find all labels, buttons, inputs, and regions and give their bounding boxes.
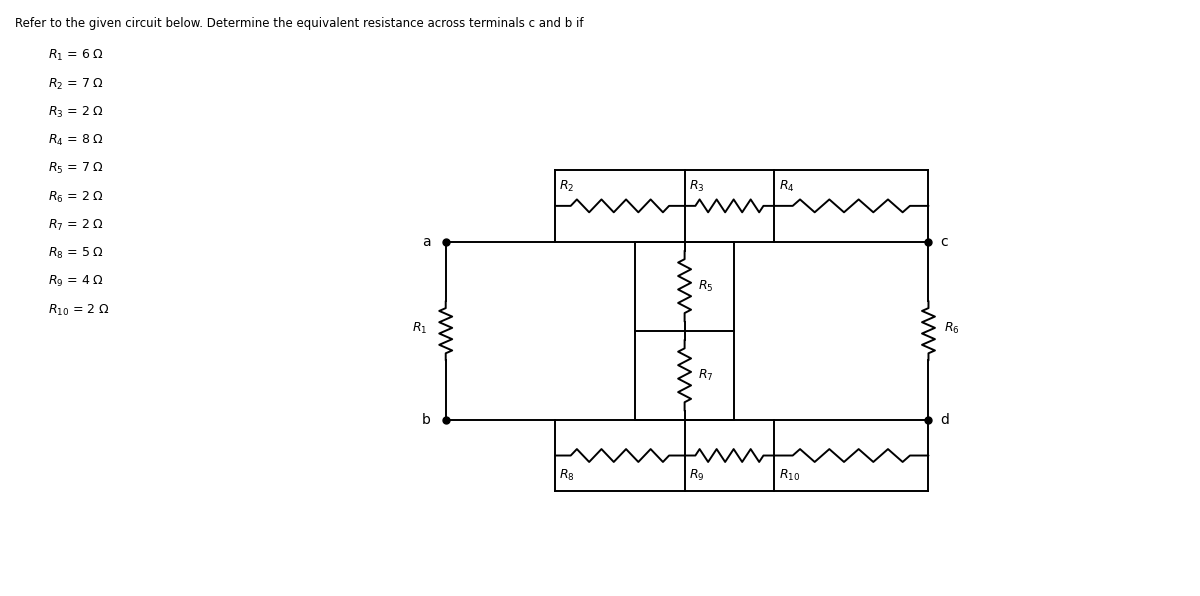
Text: $R_{1}$ = 6 Ω: $R_{1}$ = 6 Ω [48,48,103,63]
Text: $R_1$: $R_1$ [413,321,428,336]
Text: $R_8$: $R_8$ [559,467,575,483]
Text: a: a [422,235,431,249]
Text: $R_{3}$ = 2 Ω: $R_{3}$ = 2 Ω [48,105,103,120]
Text: $R_{9}$ = 4 Ω: $R_{9}$ = 4 Ω [48,274,103,289]
Text: $R_{10}$ = 2 Ω: $R_{10}$ = 2 Ω [48,302,109,318]
Text: $R_9$: $R_9$ [689,467,704,483]
Text: $R_{7}$ = 2 Ω: $R_{7}$ = 2 Ω [48,218,103,233]
Text: $R_{10}$: $R_{10}$ [779,467,800,483]
Text: $R_{8}$ = 5 Ω: $R_{8}$ = 5 Ω [48,246,103,261]
Text: $R_{4}$ = 8 Ω: $R_{4}$ = 8 Ω [48,133,103,148]
Text: $R_{6}$ = 2 Ω: $R_{6}$ = 2 Ω [48,190,103,204]
Text: d: d [941,413,949,427]
Text: $R_4$: $R_4$ [779,179,794,194]
Text: $R_6$: $R_6$ [944,321,960,336]
Text: $R_2$: $R_2$ [559,179,575,194]
Text: $R_{2}$ = 7 Ω: $R_{2}$ = 7 Ω [48,76,103,92]
Text: b: b [422,413,431,427]
Text: $R_5$: $R_5$ [697,278,713,294]
Text: $R_7$: $R_7$ [697,368,713,383]
Text: Refer to the given circuit below. Determine the equivalent resistance across ter: Refer to the given circuit below. Determ… [14,17,583,30]
Text: $R_{5}$ = 7 Ω: $R_{5}$ = 7 Ω [48,162,103,176]
Text: $R_3$: $R_3$ [689,179,704,194]
Text: c: c [941,235,948,249]
